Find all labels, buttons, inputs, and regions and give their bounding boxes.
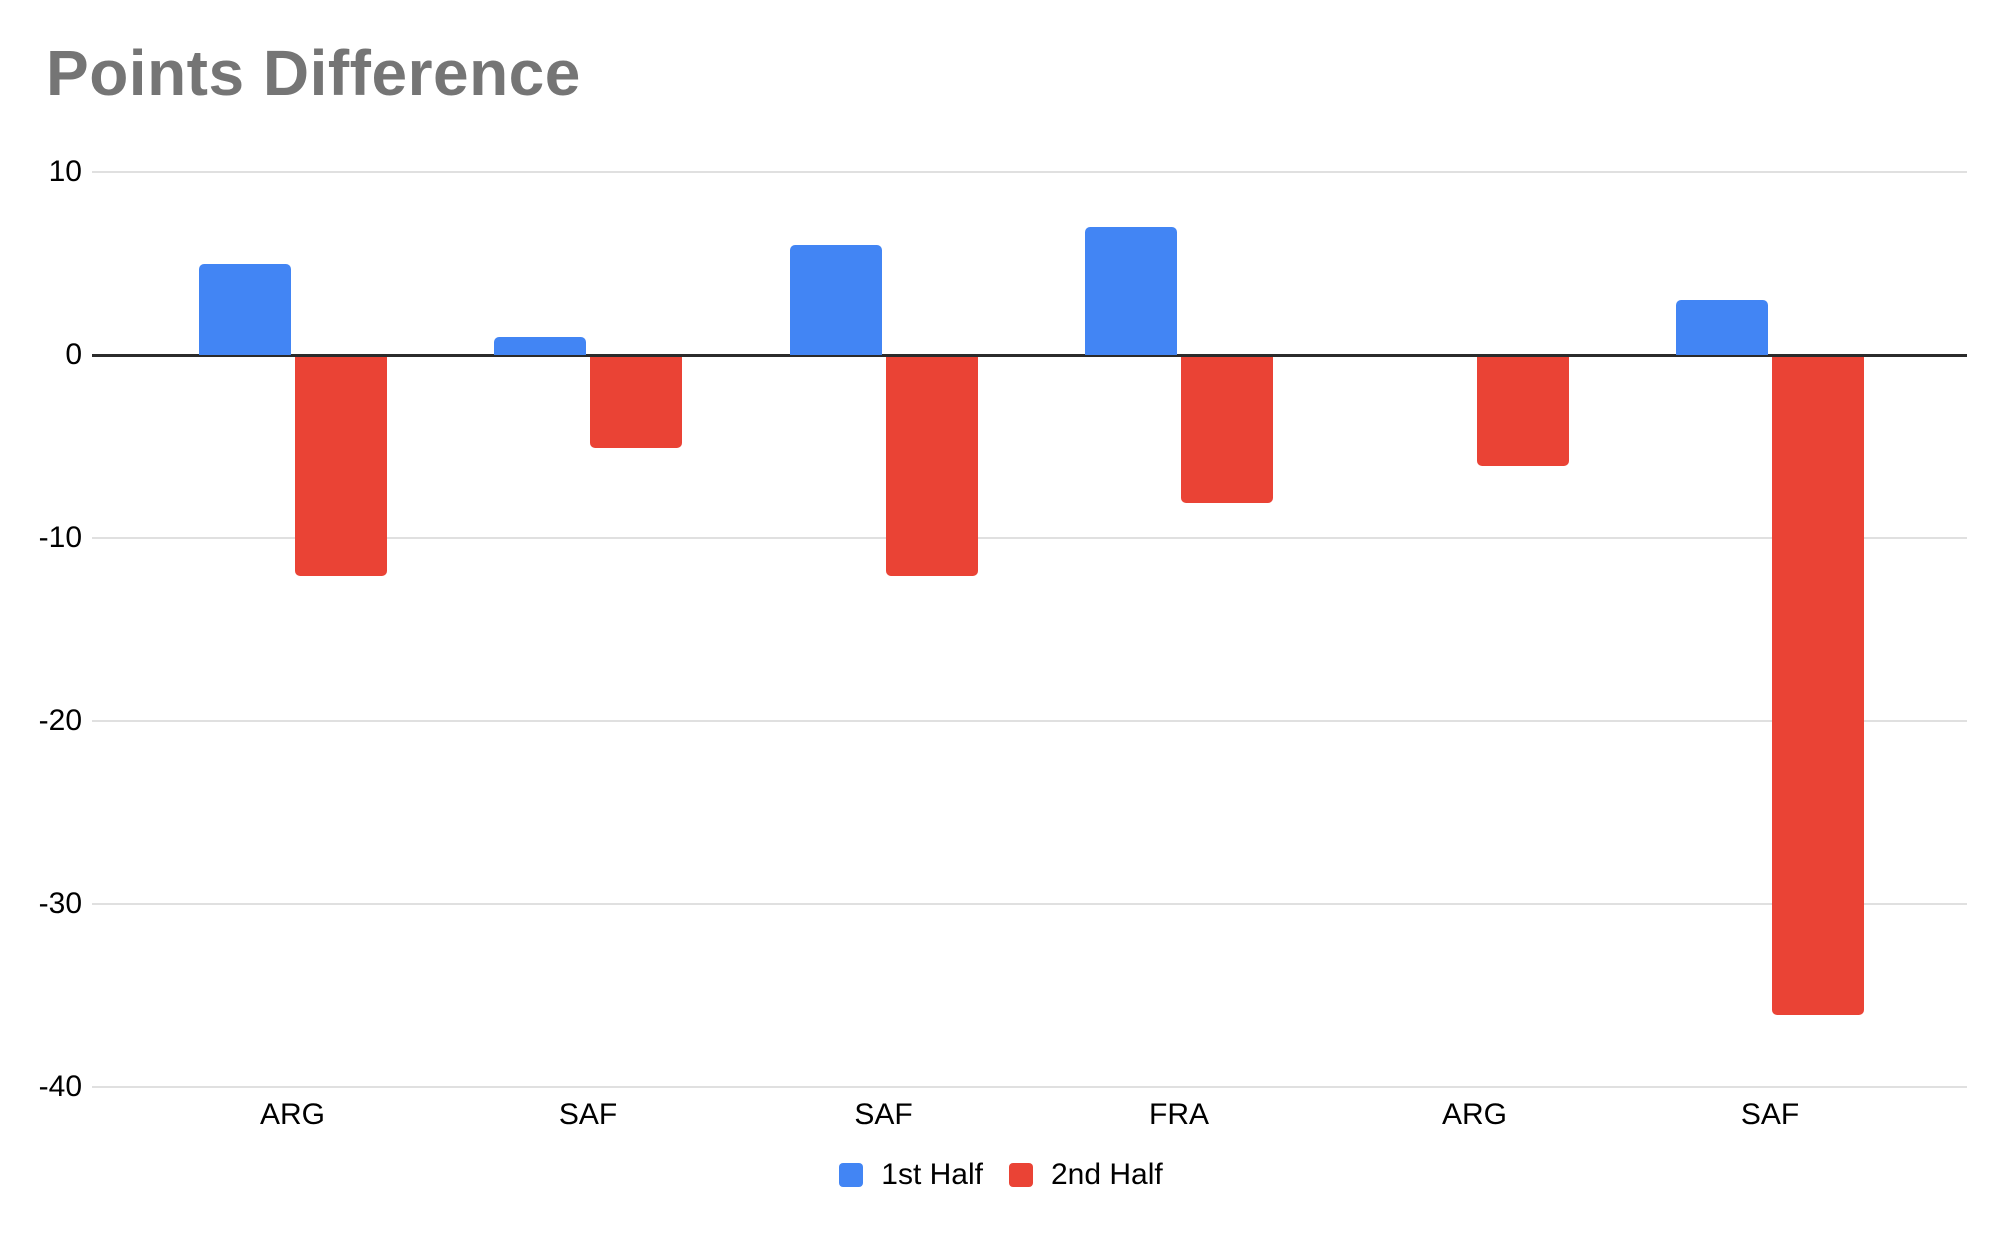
x-axis-label-arg-4: ARG: [1441, 1098, 1507, 1131]
legend-label-2nd-half: 2nd Half: [1050, 1158, 1163, 1191]
gridline: [92, 537, 1967, 539]
bar-2nd-half-saf-5[interactable]: [1772, 356, 1864, 1016]
y-axis-tick-label: -30: [38, 887, 82, 920]
x-axis-zero-line: [92, 354, 1967, 357]
bar-1st-half-saf-1[interactable]: [494, 336, 586, 355]
legend-item-1st-half: 1st Half: [839, 1160, 983, 1190]
x-axis-label-fra-3: FRA: [1149, 1098, 1209, 1131]
gridline: [92, 903, 1967, 905]
legend-label-1st-half: 1st Half: [881, 1158, 983, 1191]
legend-swatch-2nd-half: [1008, 1163, 1033, 1187]
legend-swatch-1st-half: [839, 1163, 864, 1187]
y-axis-tick-label: 10: [48, 155, 82, 188]
bar-2nd-half-arg-0[interactable]: [294, 356, 387, 577]
gridline: [92, 1086, 1967, 1088]
gridline: [92, 720, 1967, 722]
bar-2nd-half-arg-4[interactable]: [1476, 356, 1569, 467]
y-axis-tick-label: -40: [38, 1070, 82, 1103]
bar-2nd-half-saf-2[interactable]: [885, 356, 978, 577]
bar-1st-half-saf-5[interactable]: [1676, 300, 1768, 355]
x-axis-label-arg-0: ARG: [259, 1098, 325, 1131]
bar-2nd-half-fra-3[interactable]: [1181, 356, 1273, 503]
bar-1st-half-arg-0[interactable]: [198, 263, 291, 355]
y-axis-tick-label: -10: [38, 521, 82, 554]
legend-item-2nd-half: 2nd Half: [1008, 1158, 1163, 1191]
y-axis-tick-label: -20: [38, 704, 82, 737]
bar-1st-half-saf-2[interactable]: [789, 245, 882, 355]
gridline: [92, 171, 1967, 173]
x-axis-label-saf-1: SAF: [558, 1098, 618, 1131]
bar-1st-half-fra-3[interactable]: [1085, 226, 1177, 355]
x-axis-label-saf-2: SAF: [854, 1098, 913, 1131]
legend: 1st Half 2nd Half: [0, 1160, 2002, 1190]
bar-2nd-half-saf-1[interactable]: [590, 356, 682, 448]
y-axis-tick-label: 0: [65, 338, 82, 371]
chart-title: Points Difference: [46, 37, 581, 109]
x-axis-label-saf-5: SAF: [1740, 1098, 1800, 1131]
